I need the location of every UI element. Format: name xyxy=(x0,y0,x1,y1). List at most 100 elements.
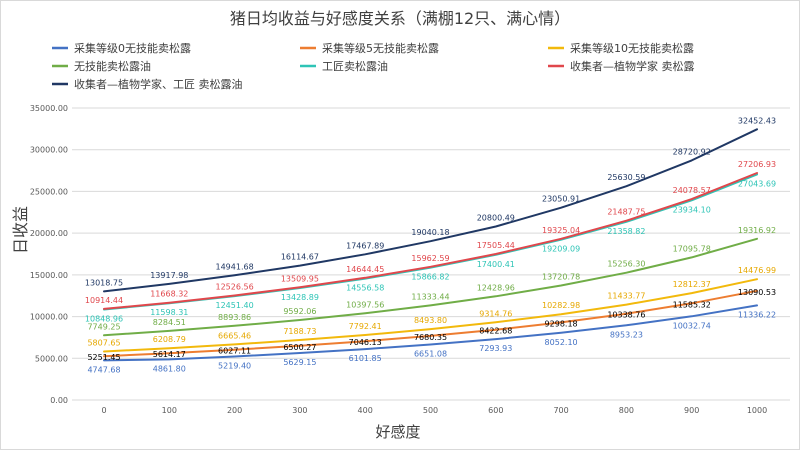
data-label: 5614.17 xyxy=(153,350,186,359)
x-tick-label: 1000 xyxy=(747,406,767,415)
data-label: 23934.10 xyxy=(673,205,711,214)
data-label: 8422.68 xyxy=(479,327,512,336)
x-tick-label: 300 xyxy=(292,406,307,415)
legend-label-5: 收集者—植物学家 卖松露 xyxy=(570,59,695,73)
data-label: 17467.89 xyxy=(346,241,384,250)
y-tick-label: 20000.00 xyxy=(30,229,68,238)
data-label: 10848.96 xyxy=(85,314,123,323)
data-label: 9314.76 xyxy=(479,309,512,318)
legend-label-4: 工匠卖松露油 xyxy=(322,59,388,73)
data-label: 9592.06 xyxy=(283,307,316,316)
data-label: 25630.59 xyxy=(607,173,645,182)
data-label: 7188.73 xyxy=(283,327,316,336)
data-label: 8493.80 xyxy=(414,316,447,325)
series-line-3 xyxy=(103,237,758,337)
data-label: 7749.25 xyxy=(87,322,120,331)
data-label: 23050.91 xyxy=(542,195,580,204)
data-label: 14644.45 xyxy=(346,265,384,274)
data-label: 14941.68 xyxy=(216,262,254,271)
data-label: 10338.76 xyxy=(607,311,645,320)
data-label: 24078.57 xyxy=(673,186,711,195)
data-label: 7680.35 xyxy=(414,333,447,342)
x-tick-label: 700 xyxy=(553,406,568,415)
data-label: 11598.31 xyxy=(150,308,188,317)
y-tick-label: 35000.00 xyxy=(30,104,68,113)
data-label: 6208.79 xyxy=(153,335,186,344)
data-label: 19209.09 xyxy=(542,245,580,254)
data-label: 32452.43 xyxy=(738,116,776,125)
data-label: 10914.44 xyxy=(85,296,123,305)
series-line-5 xyxy=(103,172,758,310)
data-label: 17095.78 xyxy=(673,244,711,253)
data-label: 8893.86 xyxy=(218,313,251,322)
data-label: 11585.32 xyxy=(673,300,711,309)
legend-label-0: 采集等级0无技能卖松露 xyxy=(74,41,191,55)
data-label: 13018.75 xyxy=(85,278,123,287)
data-label: 13090.53 xyxy=(738,288,776,297)
y-tick-label: 15000.00 xyxy=(30,271,68,280)
data-label: 12526.56 xyxy=(216,282,254,291)
legend-label-2: 采集等级10无技能卖松露 xyxy=(570,41,694,55)
data-label: 8953.23 xyxy=(610,330,643,339)
y-tick-label: 25000.00 xyxy=(30,187,68,196)
y-tick-label: 0.00 xyxy=(50,396,68,405)
data-label: 20800.49 xyxy=(477,213,515,222)
x-tick-label: 900 xyxy=(684,406,699,415)
series-line-6 xyxy=(103,128,758,293)
data-label: 5251.45 xyxy=(87,353,120,362)
data-label: 12812.37 xyxy=(673,280,711,289)
data-label: 17505.44 xyxy=(477,241,515,250)
data-label: 11433.77 xyxy=(607,292,645,301)
data-label: 6665.46 xyxy=(218,331,251,340)
data-labels: 4747.68 4861.80 5219.40 5629.15 6101.85 6651.… xyxy=(85,116,776,374)
data-label: 5807.65 xyxy=(87,339,120,348)
legend-label-3: 无技能卖松露油 xyxy=(74,59,151,73)
data-label: 13917.98 xyxy=(150,271,188,280)
chart-title: 猪日均收益与好感度关系（满棚12只、满心情） xyxy=(230,9,570,28)
data-label: 9298.18 xyxy=(545,319,578,328)
x-axis-title: 好感度 xyxy=(375,423,420,441)
data-label: 17400.41 xyxy=(477,260,515,269)
data-label: 10397.56 xyxy=(346,300,384,309)
x-tick-label: 100 xyxy=(162,406,177,415)
data-label: 6651.08 xyxy=(414,350,447,359)
data-label: 11668.32 xyxy=(150,290,188,299)
data-label: 19325.04 xyxy=(542,226,580,235)
data-label: 21358.82 xyxy=(607,227,645,236)
data-label: 13720.78 xyxy=(542,273,580,282)
x-tick-label: 400 xyxy=(358,406,373,415)
data-label: 8284.51 xyxy=(153,318,186,327)
data-label: 4747.68 xyxy=(87,365,120,374)
data-label: 21487.75 xyxy=(607,208,645,217)
x-axis-tick-labels: 0 100 200 300 400 500 600 700 800 900 1000 xyxy=(101,406,767,415)
x-tick-label: 500 xyxy=(423,406,438,415)
data-label: 15866.82 xyxy=(411,273,449,282)
data-label: 12428.96 xyxy=(477,283,515,292)
y-axis-title: 日收益 xyxy=(11,206,30,254)
data-label: 15962.59 xyxy=(411,254,449,263)
data-label: 4861.80 xyxy=(153,364,186,373)
data-label: 12451.40 xyxy=(216,301,254,310)
x-tick-label: 800 xyxy=(619,406,634,415)
data-label: 6027.11 xyxy=(218,347,251,356)
data-label: 27043.69 xyxy=(738,179,776,188)
data-label: 19316.92 xyxy=(738,226,776,235)
series-lines xyxy=(103,128,758,362)
data-label: 8052.10 xyxy=(545,338,578,347)
x-tick-label: 0 xyxy=(101,406,106,415)
series-line-1 xyxy=(103,289,758,358)
series-line-2 xyxy=(103,278,758,353)
legend-label-1: 采集等级5无技能卖松露 xyxy=(322,41,439,55)
y-axis-tick-labels: 0.00 5000.00 10000.00 15000.00 20000.00 25000… xyxy=(30,104,68,405)
y-tick-label: 5000.00 xyxy=(35,354,68,363)
x-tick-label: 200 xyxy=(227,406,242,415)
data-label: 14556.58 xyxy=(346,284,384,293)
data-label: 11333.44 xyxy=(411,292,449,301)
gridlines xyxy=(72,107,790,401)
data-label: 15256.30 xyxy=(607,260,645,269)
data-label: 6101.85 xyxy=(349,354,382,363)
data-label: 7293.93 xyxy=(479,344,512,353)
